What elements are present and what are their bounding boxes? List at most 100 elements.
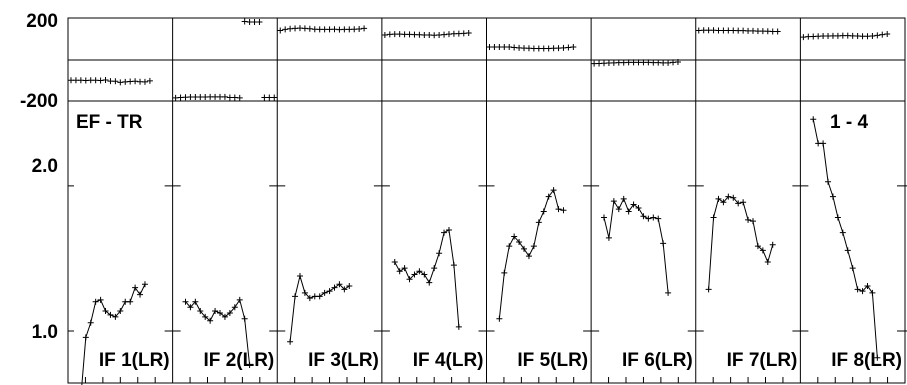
phase-point <box>774 28 781 35</box>
amp-point <box>132 284 139 291</box>
amp-point <box>416 268 423 275</box>
amp-point <box>525 253 532 260</box>
amp-point <box>869 289 876 296</box>
amp-series-line <box>185 298 251 366</box>
amp-point <box>710 214 717 221</box>
amp-point <box>645 215 652 222</box>
phase-point <box>869 33 876 40</box>
panel-5: IF 5(LR) <box>486 18 600 383</box>
phase-point <box>256 18 263 25</box>
amp-point <box>720 199 727 206</box>
amp-point <box>87 319 94 326</box>
amp-series-line <box>81 284 146 385</box>
amp-point <box>226 309 233 316</box>
amp-point <box>346 282 353 289</box>
amp-point <box>555 206 562 213</box>
phase-point <box>884 30 891 37</box>
amp-point <box>401 265 408 272</box>
amp-point <box>725 193 732 200</box>
phase-point <box>146 77 153 84</box>
amp-point <box>455 323 462 330</box>
amp-point <box>749 218 756 225</box>
amp-point <box>97 296 104 303</box>
amp-point <box>665 289 672 296</box>
amp-point <box>864 282 871 289</box>
amp-point <box>615 206 622 213</box>
amp-point <box>321 289 328 296</box>
amp-point <box>246 362 253 369</box>
panel-label: IF 1(LR) <box>99 350 170 371</box>
amp-point <box>844 247 851 254</box>
amp-series-line <box>812 119 878 358</box>
panel-label: IF 6(LR) <box>622 350 693 371</box>
phase-point <box>277 27 284 34</box>
amp-point <box>406 276 413 283</box>
phase-tick-label-top: 200 <box>26 11 58 32</box>
amp-point <box>874 354 881 361</box>
phase-point <box>236 94 243 101</box>
annotation-baseline: EF - TR <box>76 112 143 133</box>
amp-series-line <box>498 188 564 319</box>
amp-point <box>137 291 144 298</box>
amp-point <box>545 193 552 200</box>
amp-point <box>625 208 632 215</box>
amp-point <box>810 116 817 123</box>
phase-point <box>361 25 368 32</box>
amp-point <box>182 298 189 305</box>
amp-point <box>341 286 348 293</box>
panel-label: IF 7(LR) <box>727 350 798 371</box>
panel-label: IF 5(LR) <box>517 350 588 371</box>
amp-point <box>630 201 637 208</box>
amp-point <box>292 293 299 300</box>
amp-point <box>605 234 612 241</box>
amp-point <box>331 284 338 291</box>
panel-label: IF 4(LR) <box>413 350 484 371</box>
phase-point <box>102 77 109 84</box>
amp-tick-label-bottom: 1.0 <box>32 322 58 343</box>
amp-point <box>441 229 448 236</box>
amp-point <box>735 200 742 207</box>
amp-point <box>411 271 418 278</box>
amp-point <box>849 265 856 272</box>
panel-label: IF 3(LR) <box>308 350 379 371</box>
phase-point <box>271 94 278 101</box>
amp-point <box>705 286 712 293</box>
amp-point <box>640 213 647 220</box>
amp-point <box>740 199 747 206</box>
amp-point <box>301 289 308 296</box>
amp-series-line <box>394 229 460 327</box>
amp-point <box>506 243 513 250</box>
amp-series-line <box>289 274 350 342</box>
amp-point <box>859 288 866 295</box>
amp-tick-label-top: 2.0 <box>32 156 58 177</box>
amp-point <box>521 245 528 252</box>
panel-2: IF 2(LR) <box>172 18 286 383</box>
amp-point <box>316 293 323 300</box>
amp-point <box>511 233 518 240</box>
amp-point <box>496 315 503 322</box>
amp-series-line <box>708 196 774 290</box>
phase-point <box>381 32 388 39</box>
amp-point <box>610 198 617 205</box>
amp-point <box>820 140 827 147</box>
amp-point <box>212 308 219 315</box>
phase-point <box>112 78 119 85</box>
amp-point <box>764 259 771 266</box>
amp-point <box>516 238 523 245</box>
amp-point <box>107 311 114 318</box>
amp-point <box>82 334 89 341</box>
amp-point <box>745 216 752 223</box>
amp-point <box>187 304 194 311</box>
amp-point <box>236 296 243 303</box>
amp-point <box>102 308 109 315</box>
amp-point <box>391 259 398 266</box>
amp-point <box>450 262 457 269</box>
phase-point <box>282 26 289 33</box>
amp-point <box>202 313 209 320</box>
amp-point <box>241 315 248 322</box>
phase-tick-label-bottom: -200 <box>20 91 58 112</box>
amp-point <box>829 193 836 200</box>
amp-point <box>336 281 343 288</box>
amp-point <box>660 240 667 247</box>
panel-1: IF 1(LR) <box>68 77 181 385</box>
